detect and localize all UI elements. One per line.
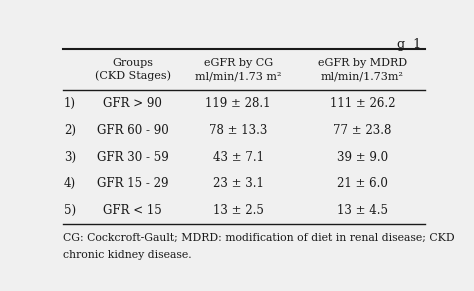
- Text: chronic kidney disease.: chronic kidney disease.: [63, 250, 191, 260]
- Text: 21 ± 6.0: 21 ± 6.0: [337, 178, 388, 190]
- Text: 77 ± 23.8: 77 ± 23.8: [333, 124, 392, 137]
- Text: GFR 15 - 29: GFR 15 - 29: [97, 178, 168, 190]
- Text: 119 ± 28.1: 119 ± 28.1: [205, 97, 271, 110]
- Text: 3): 3): [64, 150, 76, 164]
- Text: 4): 4): [64, 178, 76, 190]
- Text: 2): 2): [64, 124, 76, 137]
- Text: 39 ± 9.0: 39 ± 9.0: [337, 150, 388, 164]
- Text: GFR > 90: GFR > 90: [103, 97, 162, 110]
- Text: GFR < 15: GFR < 15: [103, 204, 162, 217]
- Text: g  1: g 1: [397, 38, 421, 51]
- Text: 1): 1): [64, 97, 76, 110]
- Text: CG: Cockcroft-Gault; MDRD: modification of diet in renal disease; CKD: CG: Cockcroft-Gault; MDRD: modification …: [63, 233, 455, 243]
- Text: GFR 30 - 59: GFR 30 - 59: [97, 150, 169, 164]
- Text: 111 ± 26.2: 111 ± 26.2: [330, 97, 395, 110]
- Text: 23 ± 3.1: 23 ± 3.1: [213, 178, 264, 190]
- Text: eGFR by CG
ml/min/1.73 m²: eGFR by CG ml/min/1.73 m²: [195, 58, 282, 81]
- Text: 13 ± 2.5: 13 ± 2.5: [213, 204, 264, 217]
- Text: 13 ± 4.5: 13 ± 4.5: [337, 204, 388, 217]
- Text: Groups
(CKD Stages): Groups (CKD Stages): [95, 58, 171, 81]
- Text: GFR 60 - 90: GFR 60 - 90: [97, 124, 169, 137]
- Text: 43 ± 7.1: 43 ± 7.1: [213, 150, 264, 164]
- Text: 78 ± 13.3: 78 ± 13.3: [209, 124, 267, 137]
- Text: 5): 5): [64, 204, 76, 217]
- Text: eGFR by MDRD
ml/min/1.73m²: eGFR by MDRD ml/min/1.73m²: [318, 58, 407, 81]
